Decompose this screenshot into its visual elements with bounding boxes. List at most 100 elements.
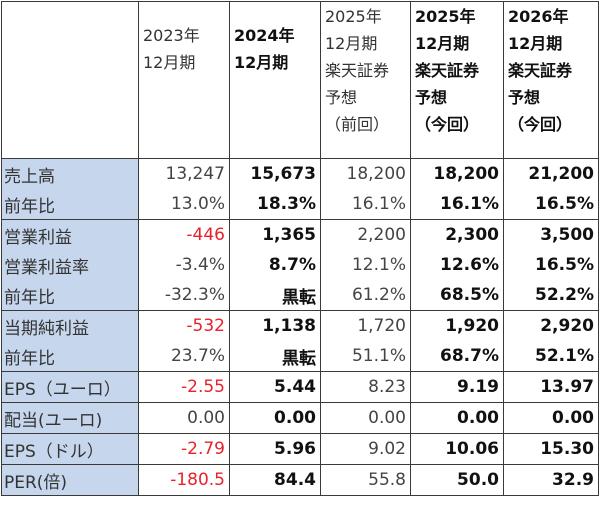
header-2024: 2024年 12月期 [229,1,321,159]
header-line: 2026年 [508,7,569,26]
header-line: 2025年 [325,7,382,26]
header-line: （前回） [325,115,390,134]
table-row: 当期純利益 -532 1,138 1,720 1,920 2,920 [1,310,599,341]
table-row: EPS（ユーロ） -2.55 5.44 8.23 9.19 13.97 [1,371,599,403]
value-cell: 13.97 [503,371,599,403]
value-cell: -3.4% [138,250,230,280]
value-cell: 9.02 [320,433,411,465]
value-cell: 16.1% [410,189,504,220]
header-2026-current: 2026年 12月期 楽天証券 予想 （今回） [503,1,599,159]
header-line: 予想 [325,88,358,107]
value-cell: -2.55 [138,371,230,403]
value-cell: 3,500 [503,219,599,250]
row-label: 営業利益 [1,219,139,250]
value-cell: 15,673 [229,158,321,189]
row-label: EPS（ユーロ） [1,371,139,403]
value-cell: 2,200 [320,219,411,250]
value-cell: 32.9 [503,464,599,496]
value-cell: 2,920 [503,310,599,341]
header-line: 2024年 [234,26,295,45]
value-cell: 12.1% [320,250,411,280]
value-cell: 5.96 [229,433,321,465]
table-row: 前年比 23.7% 黒転 51.1% 68.7% 52.1% [1,341,599,372]
table-body: 売上高 13,247 15,673 18,200 18,200 21,200 前年比 13.0… [1,158,599,496]
row-label: 営業利益率 [1,250,139,280]
header-line: 2025年 [415,7,476,26]
value-cell: 0.00 [503,402,599,434]
value-cell: 13,247 [138,158,230,189]
value-cell: 16.1% [320,189,411,220]
header-row: 2023年 12月期 2024年 12月期 2025年 12月期 楽天証券 予想… [1,1,599,159]
value-cell: 84.4 [229,464,321,496]
row-label: 売上高 [1,158,139,189]
value-cell: 18,200 [320,158,411,189]
value-cell: 52.2% [503,280,599,311]
value-cell: 2,300 [410,219,504,250]
value-cell: 68.5% [410,280,504,311]
header-line: 12月期 [415,34,470,53]
table-row: 配当(ユーロ) 0.00 0.00 0.00 0.00 0.00 [1,402,599,434]
header-line: 12月期 [325,34,378,53]
value-cell: 1,138 [229,310,321,341]
value-cell: -32.3% [138,280,230,311]
row-label: 前年比 [1,280,139,311]
value-cell: 16.5% [503,189,599,220]
value-cell: 13.0% [138,189,230,220]
table-row: PER(倍) -180.5 84.4 55.8 50.0 32.9 [1,464,599,496]
header-line: 楽天証券 [325,61,390,80]
row-label: 当期純利益 [1,310,139,341]
header-line: （今回） [508,115,573,134]
row-label: 前年比 [1,341,139,372]
header-line: 楽天証券 [508,61,573,80]
value-cell: 10.06 [410,433,504,465]
value-cell: 0.00 [138,402,230,434]
header-2023: 2023年 12月期 [138,1,230,159]
value-cell: 50.0 [410,464,504,496]
value-cell: 5.44 [229,371,321,403]
value-cell: 黒転 [229,280,321,311]
value-cell: -446 [138,219,230,250]
header-line: 12月期 [234,53,289,72]
header-line: 予想 [415,88,448,107]
table-row: 売上高 13,247 15,673 18,200 18,200 21,200 [1,158,599,189]
value-cell: -532 [138,310,230,341]
table-row: 前年比 -32.3% 黒転 61.2% 68.5% 52.2% [1,280,599,311]
value-cell: 61.2% [320,280,411,311]
header-line: 12月期 [143,53,196,72]
value-cell: -180.5 [138,464,230,496]
table-row: 営業利益率 -3.4% 8.7% 12.1% 12.6% 16.5% [1,250,599,280]
table-row: 前年比 13.0% 18.3% 16.1% 16.1% 16.5% [1,189,599,220]
header-line: 予想 [508,88,541,107]
corner-cell [1,1,139,159]
header-2025-current: 2025年 12月期 楽天証券 予想 （今回） [410,1,504,159]
header-2025-previous: 2025年 12月期 楽天証券 予想 （前回） [320,1,411,159]
value-cell: 51.1% [320,341,411,372]
value-cell: -2.79 [138,433,230,465]
header-line: 12月期 [508,34,563,53]
row-label: PER(倍) [1,464,139,496]
value-cell: 1,365 [229,219,321,250]
value-cell: 16.5% [503,250,599,280]
value-cell: 12.6% [410,250,504,280]
row-label: 配当(ユーロ) [1,402,139,434]
table-row: 営業利益 -446 1,365 2,200 2,300 3,500 [1,219,599,250]
value-cell: 18,200 [410,158,504,189]
value-cell: 18.3% [229,189,321,220]
value-cell: 1,720 [320,310,411,341]
value-cell: 21,200 [503,158,599,189]
value-cell: 52.1% [503,341,599,372]
value-cell: 0.00 [229,402,321,434]
value-cell: 55.8 [320,464,411,496]
header-line: 2023年 [143,26,200,45]
value-cell: 23.7% [138,341,230,372]
value-cell: 1,920 [410,310,504,341]
value-cell: 8.7% [229,250,321,280]
value-cell: 0.00 [320,402,411,434]
value-cell: 黒転 [229,341,321,372]
header-line: 楽天証券 [415,61,480,80]
value-cell: 0.00 [410,402,504,434]
table-row: EPS（ドル） -2.79 5.96 9.02 10.06 15.30 [1,433,599,465]
value-cell: 9.19 [410,371,504,403]
value-cell: 8.23 [320,371,411,403]
row-label: 前年比 [1,189,139,220]
